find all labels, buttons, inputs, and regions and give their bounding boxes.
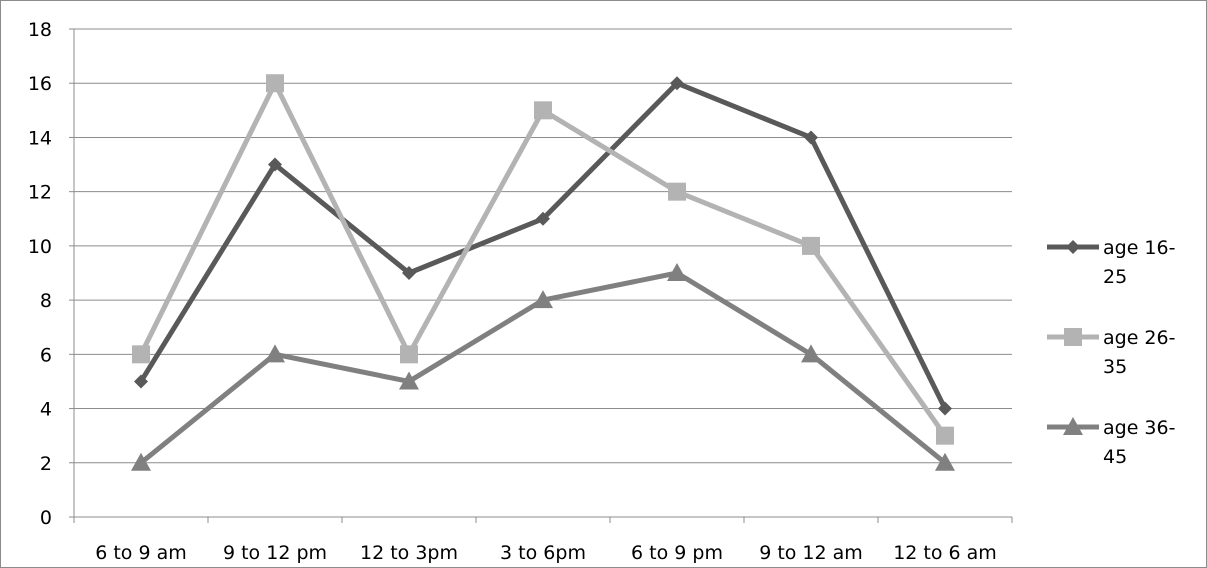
legend-label: 45	[1103, 446, 1127, 468]
series-group	[131, 74, 955, 471]
series-line	[138, 80, 948, 439]
legend-label: 25	[1103, 266, 1127, 288]
legend-triangle-marker	[1063, 417, 1083, 435]
square-marker	[132, 345, 150, 364]
triangle-marker	[667, 263, 687, 281]
gridlines	[74, 28, 1012, 464]
square-marker	[936, 426, 954, 445]
triangle-marker	[399, 371, 419, 390]
square-marker	[802, 236, 820, 255]
square-marker	[534, 101, 552, 120]
legend-label: age 26-	[1103, 327, 1175, 349]
y-tick-label: 2	[40, 453, 52, 475]
triangle-marker	[533, 290, 553, 309]
y-tick-label: 6	[40, 344, 52, 366]
square-marker	[400, 345, 418, 364]
series-3	[131, 263, 955, 471]
x-tick-label: 12 to 3pm	[360, 542, 458, 564]
y-tick-label: 16	[28, 73, 52, 95]
y-tick-label: 4	[40, 399, 52, 421]
triangle-marker	[935, 452, 955, 471]
x-tick-label: 9 to 12 am	[759, 542, 863, 564]
triangle-marker	[265, 344, 285, 363]
y-tick-label: 18	[28, 19, 52, 41]
y-tick-label: 8	[40, 290, 52, 312]
triangle-marker	[131, 452, 151, 471]
legend-label: age 16-	[1103, 237, 1175, 259]
legend-entry: age 36- 45	[1047, 417, 1175, 468]
y-tick-label: 10	[28, 236, 52, 258]
series-1	[134, 76, 952, 416]
y-tick-label: 12	[28, 182, 52, 204]
diamond-marker	[536, 211, 550, 226]
y-tick-label: 14	[28, 127, 52, 149]
series-2	[132, 74, 954, 445]
square-marker	[668, 182, 686, 201]
legend-diamond-marker	[1066, 240, 1080, 254]
x-tick-label: 12 to 6 am	[893, 542, 997, 564]
legend-entry: age 26- 35	[1047, 327, 1175, 378]
legend-label: 35	[1103, 356, 1127, 378]
legend-entry: age 16- 25	[1047, 237, 1175, 288]
diamond-marker	[402, 266, 416, 280]
diamond-marker	[268, 157, 282, 172]
square-marker	[266, 74, 284, 93]
y-tick-label: 0	[40, 507, 52, 529]
diamond-marker	[804, 130, 818, 145]
legend-label: age 36-	[1103, 417, 1175, 439]
triangle-marker	[801, 344, 821, 363]
diamond-marker	[134, 374, 148, 389]
legend: age 16- 25 age 26- 35 age 36- 45	[1047, 237, 1175, 468]
x-tick-label: 3 to 6pm	[500, 542, 586, 564]
axes: 0 2 4 6 8 10 12 14 16 18 6 to 9 am 9 to 12 pm 12 to …	[28, 19, 1013, 564]
legend-square-marker	[1064, 328, 1082, 346]
diamond-marker	[938, 401, 952, 416]
diamond-marker	[670, 76, 684, 91]
x-tick-label: 9 to 12 pm	[223, 542, 327, 564]
x-tick-label: 6 to 9 am	[95, 542, 187, 564]
x-tick-label: 6 to 9 pm	[631, 542, 723, 564]
